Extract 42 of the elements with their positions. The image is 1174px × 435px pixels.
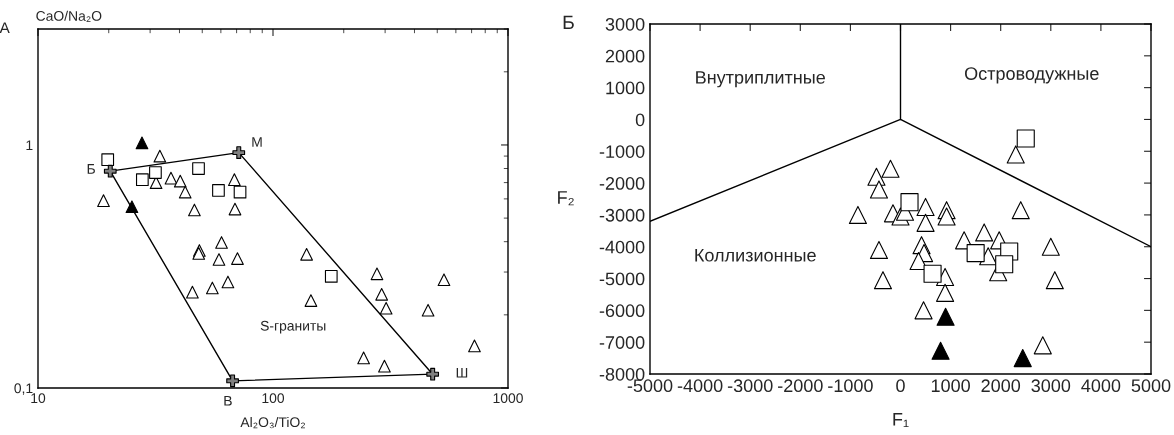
y-tick-label: -8000 (599, 367, 645, 381)
chart-title: Б (563, 15, 574, 30)
y-tick-label: -1000 (599, 145, 645, 158)
x-tick-label: 4000 (1081, 379, 1121, 393)
x-tick-label: -1000 (828, 379, 873, 393)
x-axis-title: F₁ (893, 413, 909, 427)
chart-title: А (0, 22, 10, 33)
y-tick-label: -2000 (599, 177, 645, 190)
x-tick-label: -3000 (727, 379, 773, 393)
x-tick-label: 5000 (1131, 379, 1171, 393)
x-tick-label: 0 (896, 379, 905, 393)
y-tick-label: 1 (26, 140, 33, 150)
y-tick-label: 1000 (606, 81, 645, 95)
x-tick-label: -4000 (677, 379, 723, 393)
y-tick-label: 0,1 (14, 383, 33, 395)
text: В (224, 396, 232, 406)
y-tick-label: -6000 (599, 304, 645, 318)
x-tick-label: 1000 (493, 393, 523, 404)
annotation: Коллизионные (695, 249, 816, 262)
x-tick-label: -5000 (627, 379, 673, 393)
annotation: Внутриплитные (696, 71, 825, 88)
x-tick-label: -2000 (778, 379, 823, 393)
x-tick-label: 3000 (1031, 379, 1071, 393)
y-tick-label: -3000 (599, 208, 645, 222)
y-tick-label: -5000 (599, 272, 645, 286)
annotation: Островодужные (964, 67, 1099, 84)
x-tick-label: 10 (31, 393, 46, 404)
x-tick-label: 1000 (931, 379, 970, 393)
annotation: Ш (456, 368, 468, 378)
y-tick-label: 2000 (605, 49, 645, 63)
x-tick-label: 2000 (981, 379, 1021, 393)
y-tick-label: -4000 (599, 240, 645, 254)
annotation: S-граниты (260, 320, 326, 334)
y-tick-label: -7000 (599, 336, 645, 349)
y-axis-title: CaO/Na₂O (36, 10, 102, 22)
x-tick-label: 100 (262, 393, 285, 404)
annotation: Б (87, 164, 95, 174)
x-axis-title: Al₂O₃/TiO₂ (240, 416, 305, 429)
annotation: М (252, 137, 262, 147)
y-axis-title: F₂ (558, 191, 574, 206)
y-tick-label: 0 (635, 113, 645, 127)
y-tick-label: 3000 (605, 17, 645, 31)
